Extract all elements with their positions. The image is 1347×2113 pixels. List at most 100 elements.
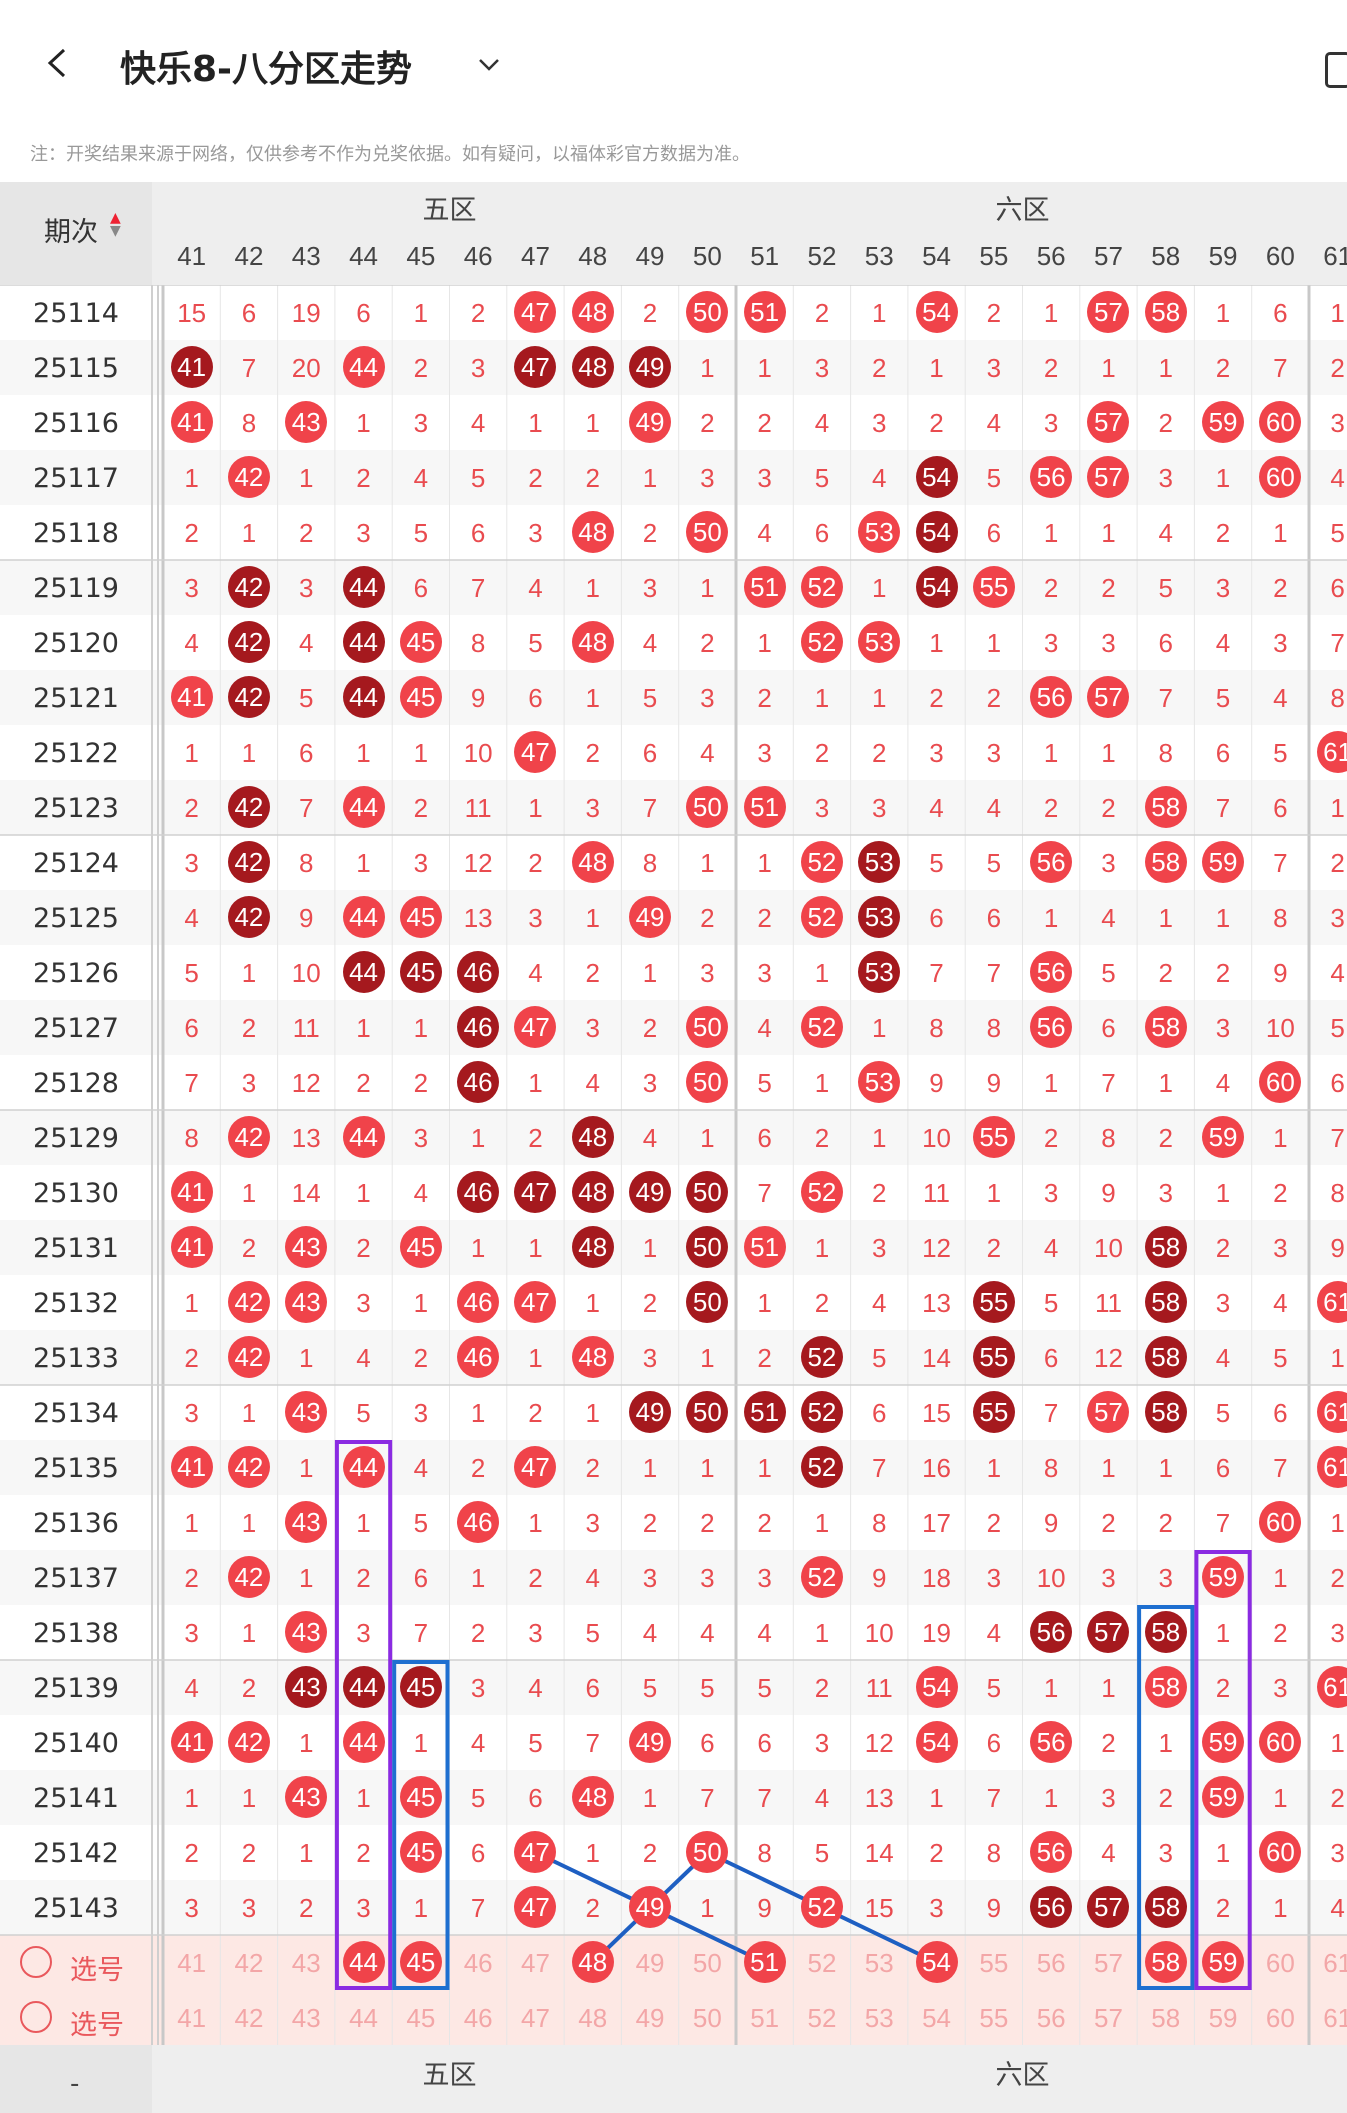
hit-ball: 50 — [686, 786, 729, 828]
omission-cell: 8 — [241, 408, 257, 438]
select-number[interactable]: 49 — [635, 2003, 665, 2033]
hit-ball: 41 — [170, 1226, 213, 1268]
select-number[interactable]: 49 — [635, 1948, 665, 1978]
omission-cell: 1 — [642, 958, 658, 988]
selected-ball[interactable]: 45 — [399, 1941, 442, 1983]
select-number[interactable]: 52 — [807, 1948, 837, 1978]
select-radio[interactable] — [20, 2001, 52, 2033]
selected-ball[interactable]: 59 — [1202, 1941, 1245, 1983]
omission-cell: 11 — [865, 1673, 893, 1703]
select-number[interactable]: 50 — [692, 1948, 722, 1978]
hit-ball: 58 — [1144, 1226, 1187, 1268]
hit-ball: 44 — [342, 1721, 385, 1763]
selected-ball[interactable]: 54 — [915, 1941, 958, 1983]
hit-ball: 53 — [858, 841, 901, 883]
select-number[interactable]: 55 — [979, 2003, 1009, 2033]
select-number[interactable]: 47 — [520, 1948, 550, 1978]
select-number[interactable]: 41 — [177, 1948, 207, 1978]
omission-cell: 1 — [184, 1783, 199, 1813]
select-label[interactable]: 选号 — [70, 1955, 124, 1986]
omission-cell: 4 — [356, 1343, 371, 1373]
hit-ball: 49 — [629, 401, 672, 443]
select-number[interactable]: 46 — [463, 2003, 493, 2033]
select-number[interactable]: 57 — [1093, 2003, 1123, 2033]
omission-cell: 7 — [929, 958, 944, 988]
omission-cell: 1 — [528, 1233, 543, 1263]
omission-cell: 3 — [872, 1233, 887, 1263]
omission-cell: 4 — [642, 628, 658, 658]
selected-ball[interactable]: 58 — [1144, 1941, 1187, 1983]
omission-cell: 2 — [1215, 958, 1231, 988]
select-number[interactable]: 42 — [234, 1948, 264, 1978]
period-header-label[interactable]: 期次 — [44, 217, 98, 248]
omission-cell: 10 — [1036, 1563, 1066, 1593]
omission-cell: 2 — [1158, 1123, 1173, 1153]
omission-cell: 5 — [1273, 1343, 1288, 1373]
select-number[interactable]: 60 — [1265, 2003, 1295, 2033]
select-number[interactable]: 56 — [1036, 2003, 1066, 2033]
select-number[interactable]: 53 — [864, 1948, 894, 1978]
select-radio[interactable] — [20, 1946, 52, 1978]
select-number[interactable]: 48 — [578, 2003, 608, 2033]
period-cell: 25142 — [33, 1838, 119, 1869]
select-number[interactable]: 50 — [692, 2003, 722, 2033]
sort-arrows-icon[interactable]: ▲ ▼ — [110, 210, 121, 239]
select-number[interactable]: 41 — [177, 2003, 207, 2033]
select-number[interactable]: 54 — [922, 2003, 951, 2033]
hit-ball: 54 — [915, 1721, 958, 1763]
period-cell: 25123 — [33, 793, 119, 824]
omission-cell: 1 — [470, 1398, 486, 1428]
device-icon[interactable] — [1325, 52, 1347, 88]
omission-cell: 4 — [1330, 958, 1345, 988]
select-number[interactable]: 61 — [1323, 1948, 1347, 1978]
select-number[interactable]: 61 — [1323, 2003, 1347, 2033]
omission-cell: 1 — [700, 1123, 715, 1153]
omission-cell: 5 — [814, 1838, 830, 1868]
omission-cell: 1 — [1101, 738, 1116, 768]
selected-ball[interactable]: 44 — [342, 1941, 385, 1983]
omission-cell: 6 — [528, 1783, 543, 1813]
hit-ball: 46 — [457, 1061, 500, 1103]
select-number[interactable]: 60 — [1265, 1948, 1295, 1978]
select-number[interactable]: 59 — [1208, 2003, 1238, 2033]
back-arrow-icon[interactable] — [44, 48, 74, 78]
hit-ball: 51 — [743, 291, 786, 333]
select-number[interactable]: 44 — [349, 2003, 378, 2033]
select-number[interactable]: 56 — [1036, 1948, 1066, 1978]
select-number[interactable]: 42 — [234, 2003, 264, 2033]
omission-cell: 12 — [864, 1728, 894, 1758]
omission-cell: 20 — [291, 353, 321, 383]
omission-cell: 1 — [757, 848, 772, 878]
selected-ball[interactable]: 48 — [571, 1941, 614, 1983]
omission-cell: 7 — [1043, 1398, 1059, 1428]
select-number[interactable]: 43 — [291, 1948, 321, 1978]
select-label[interactable]: 选号 — [70, 2010, 124, 2041]
select-number[interactable]: 53 — [864, 2003, 894, 2033]
select-number[interactable]: 51 — [750, 2003, 780, 2033]
period-cell: 25129 — [33, 1123, 119, 1154]
omission-cell: 4 — [184, 1673, 199, 1703]
selected-ball[interactable]: 51 — [743, 1941, 786, 1983]
omission-cell: 5 — [528, 628, 543, 658]
chevron-down-icon[interactable] — [478, 58, 500, 72]
omission-cell: 3 — [356, 1618, 371, 1648]
hit-ball: 47 — [514, 1886, 557, 1928]
omission-cell: 9 — [1330, 1233, 1345, 1263]
select-number[interactable]: 52 — [807, 2003, 837, 2033]
omission-cell: 10 — [463, 738, 493, 768]
select-number[interactable]: 46 — [463, 1948, 493, 1978]
omission-cell: 1 — [528, 1508, 543, 1538]
hit-ball: 46 — [457, 1171, 500, 1213]
hit-ball: 61 — [1316, 731, 1347, 773]
select-number[interactable]: 58 — [1151, 2003, 1181, 2033]
omission-cell: 6 — [585, 1673, 600, 1703]
select-number[interactable]: 45 — [406, 2003, 436, 2033]
select-number[interactable]: 55 — [979, 1948, 1009, 1978]
omission-cell: 5 — [814, 463, 830, 493]
omission-cell: 7 — [470, 1893, 486, 1923]
select-number[interactable]: 43 — [291, 2003, 321, 2033]
select-number[interactable]: 57 — [1093, 1948, 1123, 1978]
column-number-header: 49 — [635, 241, 665, 271]
column-number-header: 61 — [1323, 241, 1347, 271]
select-number[interactable]: 47 — [520, 2003, 550, 2033]
